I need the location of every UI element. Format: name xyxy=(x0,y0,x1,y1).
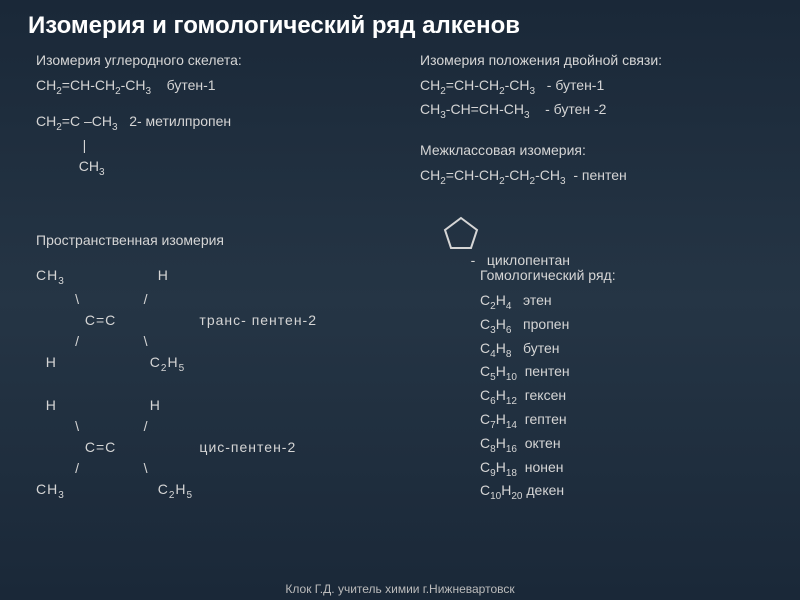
homolog-item-1: С3Н6 пропен xyxy=(480,314,616,338)
cis-diagram: Н Н \ / С=С цис-пентен-2 / \ СН3 С2Н5 xyxy=(36,395,296,503)
slide-content: Изомерия углеродного скелета: СН2=СН-СН2… xyxy=(0,50,800,580)
position-heading: Изомерия положения двойной связи: xyxy=(420,50,662,71)
position-block: Изомерия положения двойной связи: СН2=СН… xyxy=(420,50,662,123)
interclass-heading: Межклассовая изомерия: xyxy=(420,140,627,161)
cis-row5: СН3 С2Н5 xyxy=(36,479,296,503)
skeletal-branch-bar: | xyxy=(36,135,242,156)
slide-title: Изомерия и гомологический ряд алкенов xyxy=(0,0,800,50)
trans-row1: СН3 Н xyxy=(36,265,317,289)
trans-row3: С=С транс- пентен-2 xyxy=(36,310,317,331)
cis-row3: С=С цис-пентен-2 xyxy=(36,437,296,458)
homolog-item-8: С10Н20 декен xyxy=(480,480,616,504)
skeletal-branch: СН3 xyxy=(36,156,242,180)
homolog-heading: Гомологический ряд: xyxy=(480,265,616,286)
cyclopentane-icon xyxy=(443,216,479,250)
homolog-item-0: С2Н4 этен xyxy=(480,290,616,314)
skeletal-line1: СН2=СН-СН2-СН3 бутен-1 xyxy=(36,75,242,99)
cis-row4: / \ xyxy=(36,458,296,479)
cis-row1: Н Н xyxy=(36,395,296,416)
trans-row2: \ / xyxy=(36,289,317,310)
spatial-heading-block: Пространственная изомерия xyxy=(36,230,224,255)
homolog-item-6: С8Н16 октен xyxy=(480,433,616,457)
position-line1: СН2=СН-СН2-СН3 - бутен-1 xyxy=(420,75,662,99)
skeletal-block: Изомерия углеродного скелета: СН2=СН-СН2… xyxy=(36,50,242,179)
spatial-heading: Пространственная изомерия xyxy=(36,230,224,251)
homolog-item-3: С5Н10 пентен xyxy=(480,361,616,385)
homolog-item-7: С9Н18 нонен xyxy=(480,457,616,481)
interclass-line1: СН2=СН-СН2-СН2-СН3 - пентен xyxy=(420,165,627,189)
homolog-item-2: С4Н8 бутен xyxy=(480,338,616,362)
trans-diagram: СН3 Н \ / С=С транс- пентен-2 / \ Н С2Н5 xyxy=(36,265,317,376)
homolog-item-5: С7Н14 гептен xyxy=(480,409,616,433)
position-line2: СН3-СН=СН-СН3 - бутен -2 xyxy=(420,99,662,123)
trans-row5: Н С2Н5 xyxy=(36,352,317,376)
skeletal-heading: Изомерия углеродного скелета: xyxy=(36,50,242,71)
homolog-item-4: С6Н12 гексен xyxy=(480,385,616,409)
skeletal-line2: СН2=С –СН3 2- метилпропен xyxy=(36,111,242,135)
cis-row2: \ / xyxy=(36,416,296,437)
trans-row4: / \ xyxy=(36,331,317,352)
footer-credit: Клок Г.Д. учитель химии г.Нижневартовск xyxy=(0,582,800,596)
homolog-block: Гомологический ряд: С2Н4 этен С3Н6 пропе… xyxy=(480,265,616,504)
